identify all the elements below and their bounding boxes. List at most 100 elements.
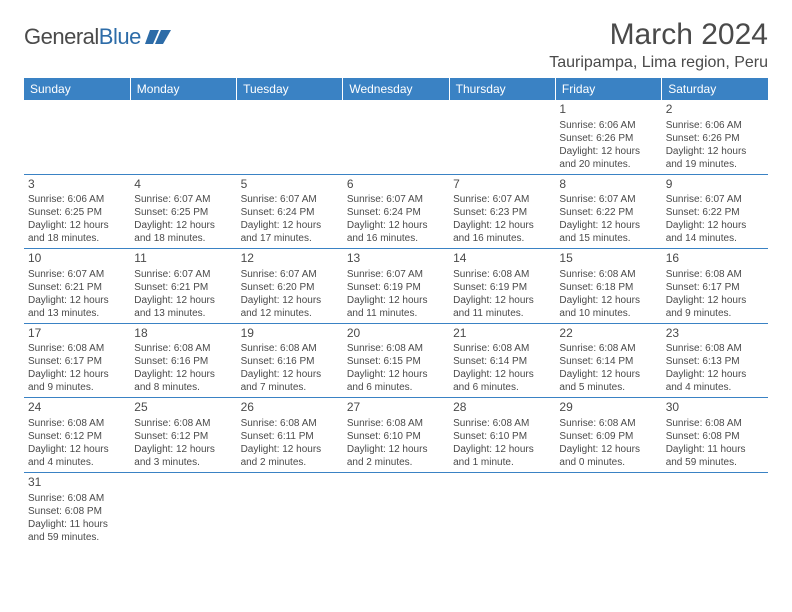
- day-number: 8: [559, 177, 657, 193]
- calendar-empty: [343, 100, 449, 174]
- calendar-day: 10Sunrise: 6:07 AMSunset: 6:21 PMDayligh…: [24, 249, 130, 324]
- title-block: March 2024 Tauripampa, Lima region, Peru: [549, 18, 768, 72]
- sunset-text: Sunset: 6:24 PM: [347, 206, 445, 219]
- day-number: 15: [559, 251, 657, 267]
- calendar-day: 20Sunrise: 6:08 AMSunset: 6:15 PMDayligh…: [343, 323, 449, 398]
- sunset-text: Sunset: 6:20 PM: [241, 281, 339, 294]
- sunrise-text: Sunrise: 6:08 AM: [28, 342, 126, 355]
- sunset-text: Sunset: 6:16 PM: [134, 355, 232, 368]
- daylight-text: Daylight: 12 hours and 17 minutes.: [241, 219, 339, 245]
- calendar-day: 11Sunrise: 6:07 AMSunset: 6:21 PMDayligh…: [130, 249, 236, 324]
- calendar-day: 24Sunrise: 6:08 AMSunset: 6:12 PMDayligh…: [24, 398, 130, 473]
- sunset-text: Sunset: 6:19 PM: [347, 281, 445, 294]
- calendar-week: 17Sunrise: 6:08 AMSunset: 6:17 PMDayligh…: [24, 323, 768, 398]
- day-number: 20: [347, 326, 445, 342]
- logo: GeneralBlue: [24, 24, 171, 50]
- sunrise-text: Sunrise: 6:07 AM: [241, 268, 339, 281]
- daylight-text: Daylight: 12 hours and 2 minutes.: [347, 443, 445, 469]
- sunset-text: Sunset: 6:16 PM: [241, 355, 339, 368]
- daylight-text: Daylight: 12 hours and 20 minutes.: [559, 145, 657, 171]
- calendar-body: 1Sunrise: 6:06 AMSunset: 6:26 PMDaylight…: [24, 100, 768, 547]
- daylight-text: Daylight: 12 hours and 15 minutes.: [559, 219, 657, 245]
- day-number: 31: [28, 475, 126, 491]
- day-number: 30: [666, 400, 764, 416]
- day-number: 3: [28, 177, 126, 193]
- calendar-day: 22Sunrise: 6:08 AMSunset: 6:14 PMDayligh…: [555, 323, 661, 398]
- calendar-day: 9Sunrise: 6:07 AMSunset: 6:22 PMDaylight…: [662, 174, 768, 249]
- calendar-empty: [24, 100, 130, 174]
- calendar-day: 7Sunrise: 6:07 AMSunset: 6:23 PMDaylight…: [449, 174, 555, 249]
- day-number: 21: [453, 326, 551, 342]
- daylight-text: Daylight: 12 hours and 11 minutes.: [453, 294, 551, 320]
- day-number: 26: [241, 400, 339, 416]
- day-number: 7: [453, 177, 551, 193]
- day-number: 4: [134, 177, 232, 193]
- calendar-day: 27Sunrise: 6:08 AMSunset: 6:10 PMDayligh…: [343, 398, 449, 473]
- daylight-text: Daylight: 12 hours and 1 minute.: [453, 443, 551, 469]
- sunset-text: Sunset: 6:25 PM: [28, 206, 126, 219]
- sunrise-text: Sunrise: 6:08 AM: [453, 342, 551, 355]
- day-number: 1: [559, 102, 657, 118]
- daylight-text: Daylight: 11 hours and 59 minutes.: [28, 518, 126, 544]
- sunset-text: Sunset: 6:17 PM: [28, 355, 126, 368]
- weekday-header: Sunday: [24, 78, 130, 100]
- calendar-empty: [449, 472, 555, 546]
- daylight-text: Daylight: 12 hours and 5 minutes.: [559, 368, 657, 394]
- sunrise-text: Sunrise: 6:06 AM: [666, 119, 764, 132]
- sunset-text: Sunset: 6:10 PM: [453, 430, 551, 443]
- day-number: 27: [347, 400, 445, 416]
- daylight-text: Daylight: 12 hours and 9 minutes.: [666, 294, 764, 320]
- weekday-header: Friday: [555, 78, 661, 100]
- day-number: 29: [559, 400, 657, 416]
- sunset-text: Sunset: 6:14 PM: [453, 355, 551, 368]
- calendar-day: 21Sunrise: 6:08 AMSunset: 6:14 PMDayligh…: [449, 323, 555, 398]
- header: GeneralBlue March 2024 Tauripampa, Lima …: [24, 18, 768, 72]
- day-number: 17: [28, 326, 126, 342]
- day-number: 25: [134, 400, 232, 416]
- daylight-text: Daylight: 12 hours and 18 minutes.: [28, 219, 126, 245]
- daylight-text: Daylight: 12 hours and 9 minutes.: [28, 368, 126, 394]
- day-number: 19: [241, 326, 339, 342]
- calendar-empty: [130, 100, 236, 174]
- calendar-day: 23Sunrise: 6:08 AMSunset: 6:13 PMDayligh…: [662, 323, 768, 398]
- daylight-text: Daylight: 12 hours and 12 minutes.: [241, 294, 339, 320]
- weekday-header: Thursday: [449, 78, 555, 100]
- sunset-text: Sunset: 6:08 PM: [666, 430, 764, 443]
- day-number: 6: [347, 177, 445, 193]
- calendar-day: 31Sunrise: 6:08 AMSunset: 6:08 PMDayligh…: [24, 472, 130, 546]
- sunrise-text: Sunrise: 6:07 AM: [347, 268, 445, 281]
- calendar-day: 28Sunrise: 6:08 AMSunset: 6:10 PMDayligh…: [449, 398, 555, 473]
- calendar-week: 10Sunrise: 6:07 AMSunset: 6:21 PMDayligh…: [24, 249, 768, 324]
- calendar-day: 1Sunrise: 6:06 AMSunset: 6:26 PMDaylight…: [555, 100, 661, 174]
- weekday-header: Saturday: [662, 78, 768, 100]
- calendar-day: 16Sunrise: 6:08 AMSunset: 6:17 PMDayligh…: [662, 249, 768, 324]
- calendar-empty: [130, 472, 236, 546]
- sunrise-text: Sunrise: 6:08 AM: [241, 342, 339, 355]
- calendar-empty: [555, 472, 661, 546]
- calendar-empty: [449, 100, 555, 174]
- day-number: 14: [453, 251, 551, 267]
- sunrise-text: Sunrise: 6:07 AM: [241, 193, 339, 206]
- daylight-text: Daylight: 12 hours and 18 minutes.: [134, 219, 232, 245]
- sunset-text: Sunset: 6:09 PM: [559, 430, 657, 443]
- calendar-header-row: SundayMondayTuesdayWednesdayThursdayFrid…: [24, 78, 768, 100]
- calendar-day: 17Sunrise: 6:08 AMSunset: 6:17 PMDayligh…: [24, 323, 130, 398]
- logo-text: GeneralBlue: [24, 24, 141, 50]
- sunrise-text: Sunrise: 6:08 AM: [453, 268, 551, 281]
- sunrise-text: Sunrise: 6:08 AM: [666, 268, 764, 281]
- sunrise-text: Sunrise: 6:07 AM: [134, 193, 232, 206]
- sunset-text: Sunset: 6:12 PM: [28, 430, 126, 443]
- calendar-day: 2Sunrise: 6:06 AMSunset: 6:26 PMDaylight…: [662, 100, 768, 174]
- sunset-text: Sunset: 6:10 PM: [347, 430, 445, 443]
- sunrise-text: Sunrise: 6:08 AM: [134, 417, 232, 430]
- daylight-text: Daylight: 12 hours and 13 minutes.: [134, 294, 232, 320]
- month-title: March 2024: [549, 18, 768, 52]
- logo-general: General: [24, 24, 99, 49]
- sunrise-text: Sunrise: 6:08 AM: [666, 417, 764, 430]
- calendar-day: 12Sunrise: 6:07 AMSunset: 6:20 PMDayligh…: [237, 249, 343, 324]
- daylight-text: Daylight: 12 hours and 4 minutes.: [28, 443, 126, 469]
- weekday-header: Monday: [130, 78, 236, 100]
- daylight-text: Daylight: 12 hours and 10 minutes.: [559, 294, 657, 320]
- daylight-text: Daylight: 11 hours and 59 minutes.: [666, 443, 764, 469]
- sunset-text: Sunset: 6:22 PM: [666, 206, 764, 219]
